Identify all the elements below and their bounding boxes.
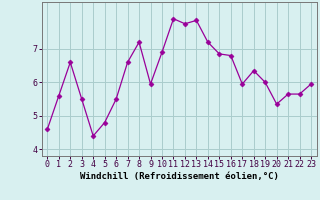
X-axis label: Windchill (Refroidissement éolien,°C): Windchill (Refroidissement éolien,°C) xyxy=(80,172,279,181)
